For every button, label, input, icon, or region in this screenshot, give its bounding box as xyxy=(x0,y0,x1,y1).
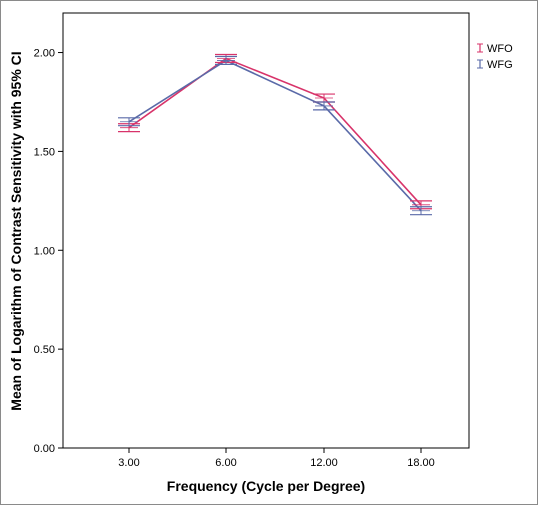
legend-label-wfo: WFO xyxy=(487,43,513,55)
error-bars xyxy=(118,53,432,216)
legend: WFO WFG xyxy=(477,43,513,71)
x-tick-label: 18.00 xyxy=(407,457,435,469)
x-axis-label: Frequency (Cycle per Degree) xyxy=(167,478,365,494)
series-line-wfg xyxy=(128,59,422,212)
x-axis: 3.00 6.00 12.00 18.00 xyxy=(118,448,435,469)
y-axis: 0.00 0.50 1.00 1.50 2.00 xyxy=(34,48,63,455)
y-tick-label: 0.50 xyxy=(34,344,55,356)
legend-label-wfg: WFG xyxy=(487,59,513,71)
y-tick-label: 1.50 xyxy=(34,146,55,158)
y-tick-label: 1.00 xyxy=(34,245,55,257)
y-axis-label: Mean of Logarithm of Contrast Sensitivit… xyxy=(8,51,24,410)
plot-area xyxy=(62,12,470,449)
series-lines xyxy=(128,57,422,212)
series-line-wfo xyxy=(128,57,422,206)
y-tick-label: 2.00 xyxy=(34,48,55,60)
x-tick-label: 12.00 xyxy=(310,457,338,469)
y-tick-label: 0.00 xyxy=(34,443,55,455)
x-tick-label: 6.00 xyxy=(215,457,236,469)
x-tick-label: 3.00 xyxy=(118,457,139,469)
